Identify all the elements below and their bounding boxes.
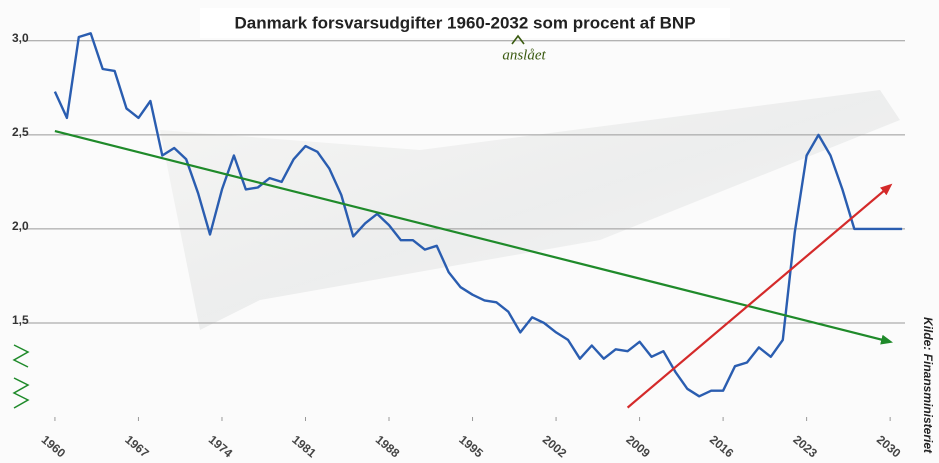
source: Kilde: Finansministeriet [921,317,935,454]
y-tick-label: 2,0 [12,219,29,233]
y-tick-label: 2,5 [12,125,29,139]
annotation: anslået [502,47,546,63]
y-tick-label: 3,0 [12,31,29,45]
chart-title: Danmark forsvarsudgifter 1960-2032 som p… [234,13,695,32]
chart: Danmark forsvarsudgifter 1960-2032 som p… [0,0,939,463]
y-tick-label: 1,5 [12,313,29,327]
